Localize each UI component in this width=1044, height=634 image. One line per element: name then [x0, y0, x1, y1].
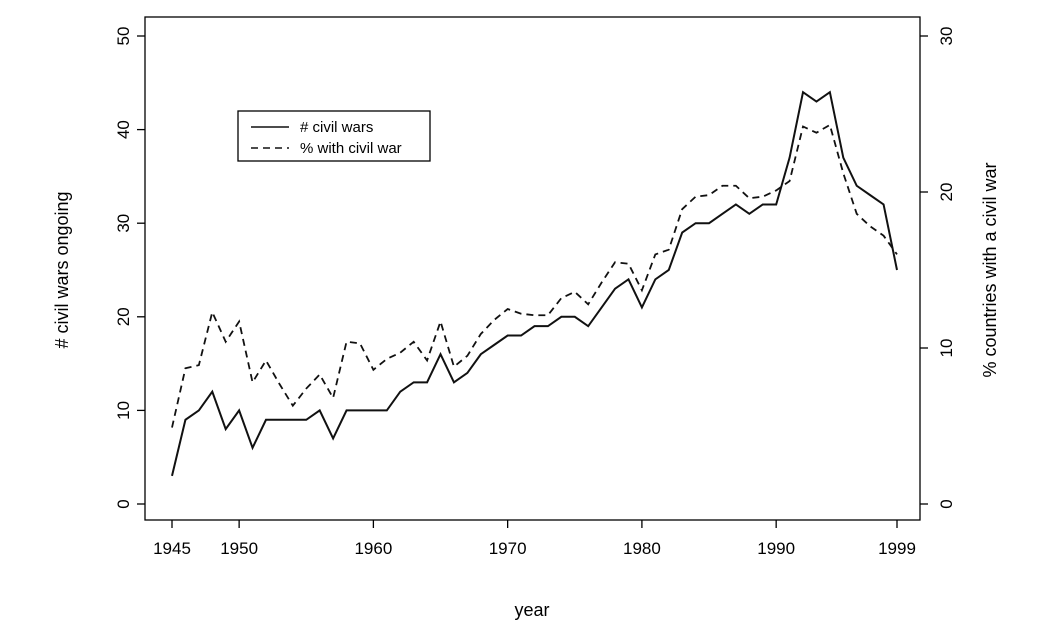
- y-tick-label-40: 40: [114, 120, 133, 139]
- x-axis: 1945 1950 1960 1970 1980 1990 1999: [153, 520, 916, 558]
- legend: # civil wars % with civil war: [237, 110, 431, 162]
- x-tick-label-1970: 1970: [489, 539, 527, 558]
- y-tick-label-0: 0: [114, 499, 133, 508]
- y2-tick-label-30: 30: [937, 27, 956, 46]
- x-tick-label-1980: 1980: [623, 539, 661, 558]
- y2-tick-label-20: 20: [937, 183, 956, 202]
- y2-tick-label-0: 0: [937, 499, 956, 508]
- legend-label-percent-civil-war: % with civil war: [300, 140, 402, 157]
- plot-frame: [144, 16, 921, 521]
- x-tick-label-1945: 1945: [153, 539, 191, 558]
- x-tick-label-1960: 1960: [354, 539, 392, 558]
- x-axis-title: year: [514, 600, 549, 620]
- y2-tick-label-10: 10: [937, 339, 956, 358]
- x-tick-label-1999: 1999: [878, 539, 916, 558]
- series-line-civil-wars: [171, 90, 898, 477]
- y-axis-left-title: # civil wars ongoing: [52, 191, 72, 348]
- y-axis-right: 0 10 20 30: [920, 27, 956, 509]
- y-tick-label-30: 30: [114, 214, 133, 233]
- y-axis-right-title: % countries with a civil war: [980, 162, 1000, 377]
- y-tick-label-10: 10: [114, 401, 133, 420]
- x-tick-label-1950: 1950: [220, 539, 258, 558]
- y-tick-label-50: 50: [114, 27, 133, 46]
- x-tick-label-1990: 1990: [757, 539, 795, 558]
- series-line-percent-civil-war: [171, 123, 898, 428]
- y-tick-label-20: 20: [114, 307, 133, 326]
- series-layer: [171, 90, 898, 477]
- y-axis-left: 0 10 20 30 40 50: [114, 27, 145, 509]
- legend-box: [237, 110, 431, 162]
- legend-label-civil-wars: # civil wars: [300, 119, 373, 136]
